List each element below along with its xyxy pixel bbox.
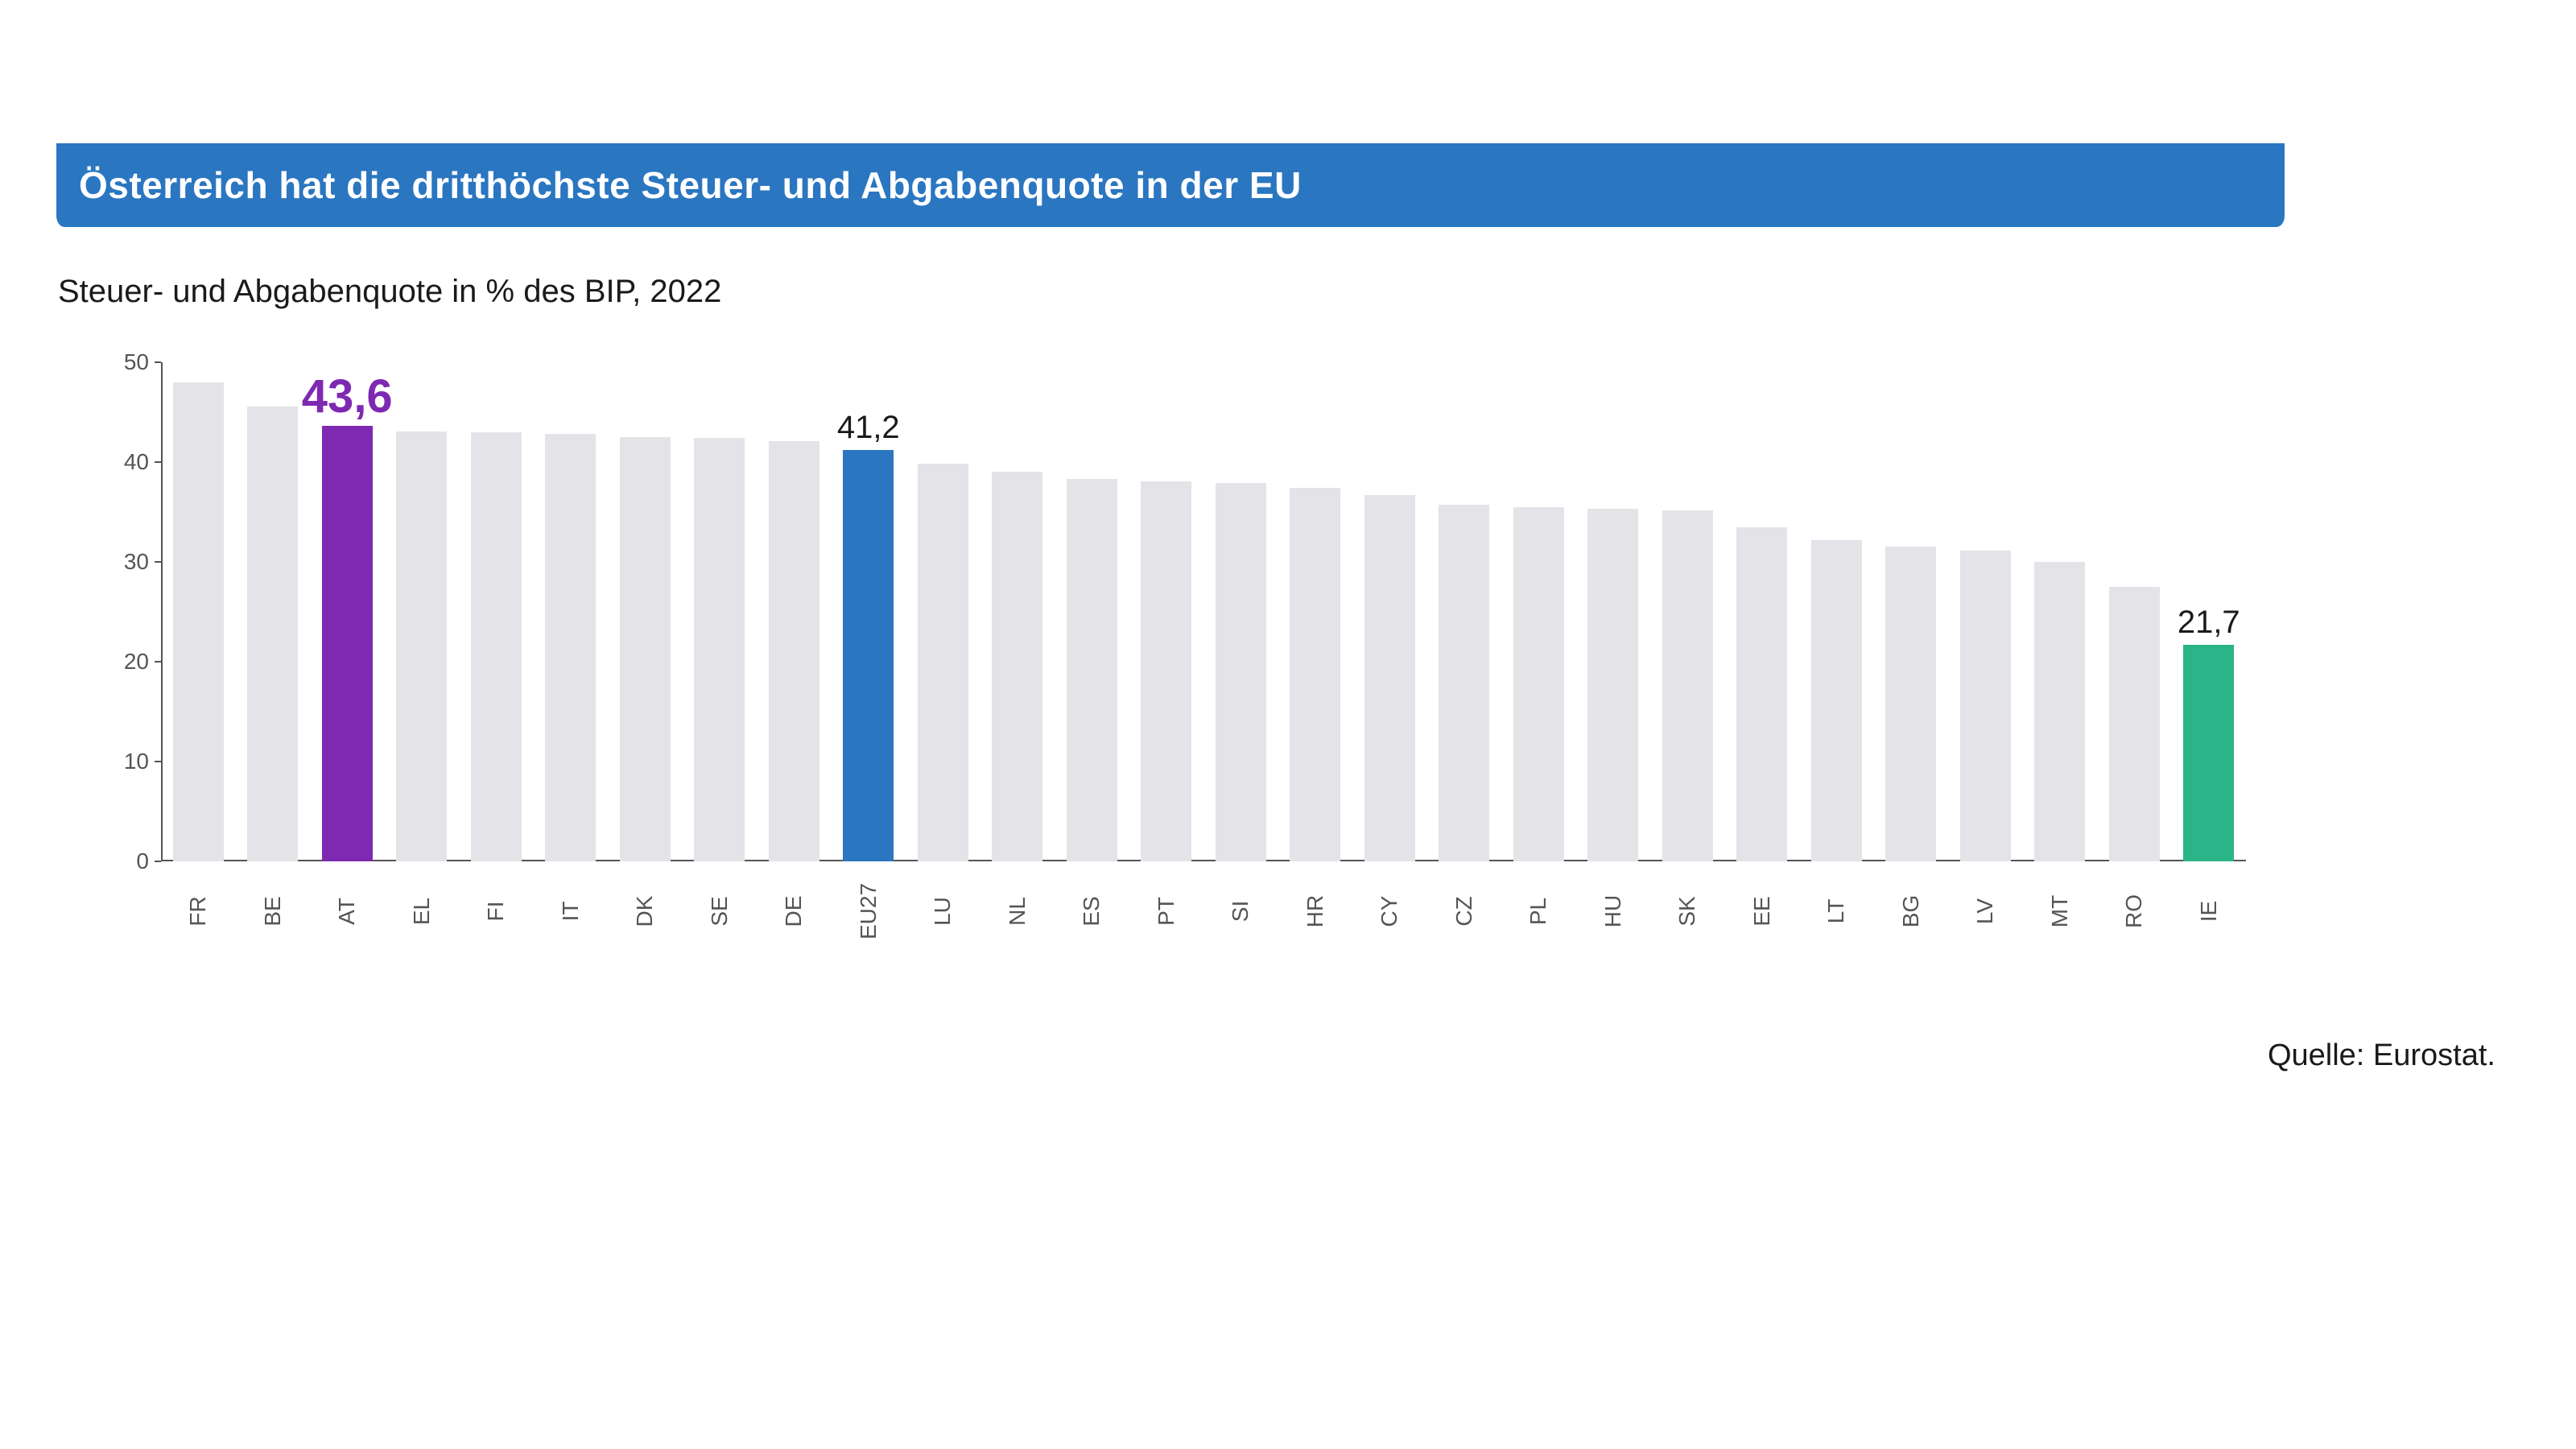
bar-fr bbox=[173, 382, 224, 861]
x-category-label: RO bbox=[2121, 894, 2147, 928]
bar-lv bbox=[1960, 551, 2011, 861]
bar-pl bbox=[1513, 507, 1564, 861]
x-category-label: ES bbox=[1079, 896, 1104, 926]
bar-pt bbox=[1141, 481, 1191, 861]
source-text: Quelle: Eurostat. bbox=[2268, 1038, 2496, 1073]
y-tick-label: 0 bbox=[105, 848, 149, 874]
y-tick-label: 40 bbox=[105, 449, 149, 475]
y-tick-mark bbox=[155, 561, 161, 563]
x-category-label: PT bbox=[1154, 897, 1179, 926]
bar-el bbox=[396, 431, 447, 861]
bar-value-label: 21,7 bbox=[2178, 605, 2240, 641]
bar-fi bbox=[471, 432, 522, 861]
x-category-label: EU27 bbox=[856, 883, 881, 939]
bar-value-label: 43,6 bbox=[302, 369, 393, 423]
bar-ro bbox=[2109, 587, 2160, 861]
bar-hr bbox=[1290, 488, 1340, 861]
bar-de bbox=[769, 441, 819, 861]
x-category-label: SI bbox=[1228, 901, 1253, 922]
x-category-label: EE bbox=[1749, 896, 1775, 926]
bar-se bbox=[694, 438, 745, 861]
bar-at bbox=[322, 426, 373, 861]
x-category-label: DE bbox=[781, 896, 807, 927]
x-category-label: PL bbox=[1525, 898, 1551, 925]
x-category-label: AT bbox=[334, 898, 360, 925]
x-category-label: MT bbox=[2047, 895, 2073, 927]
x-category-label: LU bbox=[930, 897, 956, 926]
bar-ee bbox=[1736, 527, 1787, 861]
y-tick-mark bbox=[155, 661, 161, 663]
bar-cz bbox=[1439, 505, 1489, 861]
x-category-label: NL bbox=[1005, 897, 1030, 926]
y-tick-mark bbox=[155, 461, 161, 463]
x-category-label: BE bbox=[260, 896, 286, 926]
bar-es bbox=[1067, 479, 1117, 861]
bar-eu27 bbox=[843, 450, 894, 861]
y-tick-label: 10 bbox=[105, 749, 149, 774]
bar-chart: 01020304050FRBEATELFIITDKSEDEEU27LUNLESP… bbox=[161, 362, 2246, 861]
bar-it bbox=[545, 434, 596, 861]
x-category-label: HR bbox=[1302, 895, 1328, 927]
x-category-label: LV bbox=[1972, 898, 1998, 924]
y-tick-label: 50 bbox=[105, 349, 149, 375]
x-category-label: IT bbox=[558, 902, 584, 922]
x-category-label: IE bbox=[2196, 901, 2222, 922]
x-category-label: CZ bbox=[1451, 896, 1477, 926]
x-category-label: SK bbox=[1674, 896, 1700, 926]
bar-dk bbox=[620, 437, 671, 861]
x-category-label: DK bbox=[632, 896, 658, 927]
x-category-label: HU bbox=[1600, 895, 1626, 927]
y-axis bbox=[161, 362, 163, 861]
x-category-label: CY bbox=[1377, 896, 1402, 927]
bar-bg bbox=[1885, 547, 1936, 861]
bar-nl bbox=[992, 472, 1042, 861]
bar-lt bbox=[1811, 540, 1862, 861]
chart-stage: Österreich hat die dritthöchste Steuer- … bbox=[0, 0, 2576, 1449]
x-category-label: BG bbox=[1898, 895, 1924, 927]
x-category-label: SE bbox=[707, 896, 733, 926]
bar-mt bbox=[2034, 562, 2085, 861]
bar-lu bbox=[918, 464, 968, 861]
x-category-label: LT bbox=[1823, 899, 1849, 924]
title-text: Österreich hat die dritthöchste Steuer- … bbox=[79, 163, 1302, 207]
x-category-label: EL bbox=[409, 898, 435, 925]
y-tick-label: 20 bbox=[105, 649, 149, 675]
bar-cy bbox=[1364, 495, 1415, 861]
y-tick-mark bbox=[155, 761, 161, 762]
y-tick-label: 30 bbox=[105, 549, 149, 575]
bar-sk bbox=[1662, 510, 1713, 861]
bar-hu bbox=[1587, 509, 1638, 861]
subtitle-text: Steuer- und Abgabenquote in % des BIP, 2… bbox=[58, 274, 721, 310]
y-tick-mark bbox=[155, 861, 161, 862]
bar-si bbox=[1216, 483, 1266, 861]
bar-value-label: 41,2 bbox=[837, 410, 900, 446]
y-tick-mark bbox=[155, 361, 161, 363]
x-category-label: FR bbox=[185, 896, 211, 926]
bar-be bbox=[247, 407, 298, 861]
title-bar: Österreich hat die dritthöchste Steuer- … bbox=[56, 143, 2285, 227]
bar-ie bbox=[2183, 645, 2234, 861]
x-category-label: FI bbox=[483, 902, 509, 922]
